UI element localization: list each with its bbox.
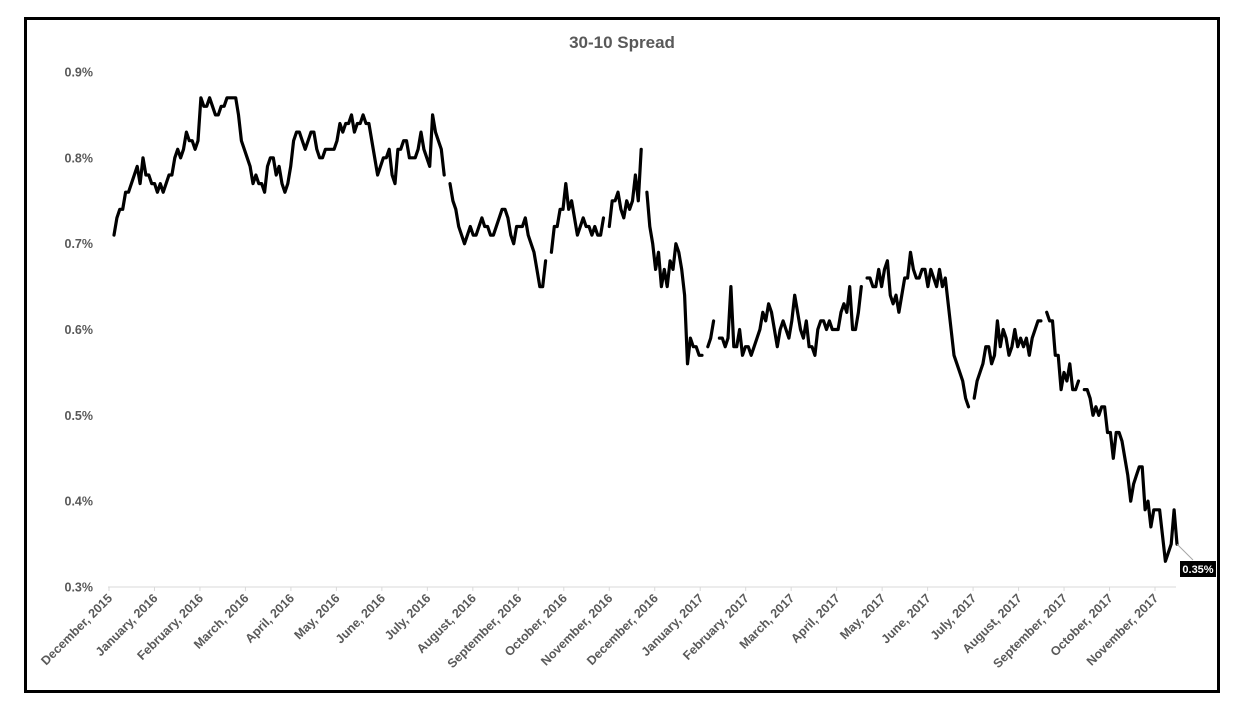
y-tick-label: 0.4% (65, 495, 94, 509)
callout-box (1180, 561, 1216, 577)
y-axis: 0.9% 0.8% 0.7% 0.6% 0.5% 0.4% 0.3% (65, 66, 94, 595)
last-value-callout: 0.35% (1176, 543, 1216, 577)
y-tick-label: 0.5% (65, 409, 94, 423)
series-line (112, 96, 1179, 563)
y-tick-label: 0.9% (65, 66, 94, 80)
y-tick-label: 0.7% (65, 237, 94, 251)
x-tick-label: April, 2017 (788, 591, 843, 646)
callout-leader-line (1176, 543, 1194, 561)
y-tick-label: 0.3% (65, 581, 94, 595)
series-path (112, 96, 1179, 563)
y-tick-label: 0.6% (65, 323, 94, 337)
chart-title: 30-10 Spread (569, 33, 675, 52)
last-value-label: 0.35% (1182, 564, 1213, 576)
y-tick-label: 0.8% (65, 151, 94, 165)
x-tick-label: June, 2016 (333, 591, 388, 646)
x-tick-label: April, 2016 (242, 591, 297, 646)
chart-frame (24, 17, 1220, 693)
x-tick-label: June, 2017 (879, 591, 934, 646)
